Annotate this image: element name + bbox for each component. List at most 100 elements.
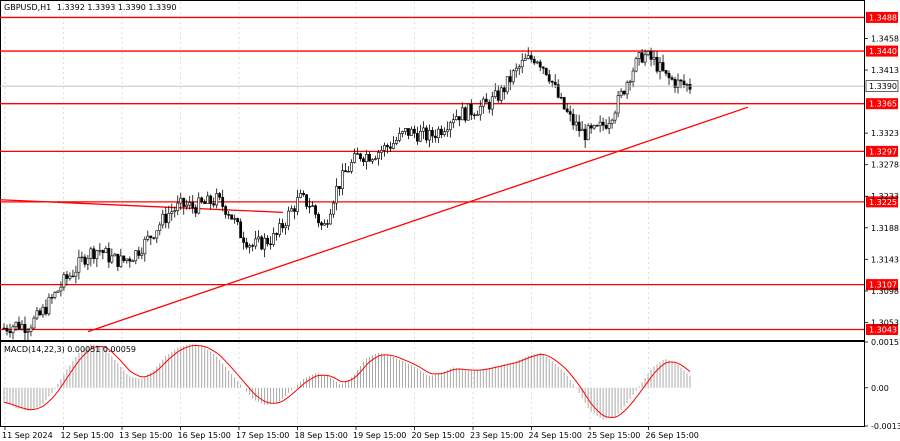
candle-body — [230, 214, 234, 220]
candle-body — [362, 158, 365, 163]
candle-body — [281, 223, 284, 229]
candle-body — [188, 202, 192, 206]
candle-body — [502, 87, 506, 93]
candle-body — [454, 116, 458, 121]
candle-body — [329, 213, 332, 225]
candle-body — [541, 66, 545, 69]
candle-body — [371, 159, 374, 162]
candle-body — [83, 256, 87, 265]
time-tick-label: 12 Sep 15:00 — [61, 431, 114, 440]
candle-body — [143, 239, 147, 255]
candle-body — [296, 197, 299, 212]
candle-body — [520, 60, 524, 68]
time-tick-label: 23 Sep 15:00 — [470, 431, 523, 440]
candle-body — [2, 327, 6, 330]
candle-body — [413, 128, 416, 134]
candle-body — [526, 55, 530, 59]
chart-title: GBPUSD,H1 1.3392 1.3393 1.3390 1.3390 — [4, 3, 176, 12]
candle-body — [514, 67, 518, 72]
candle-body — [682, 80, 686, 85]
price-tick-label: 1.3458 — [871, 34, 899, 43]
candle-body — [293, 208, 296, 212]
candle-body — [571, 113, 575, 126]
candle-body — [664, 70, 668, 74]
candle-body — [305, 194, 308, 207]
candles — [2, 47, 692, 341]
candle-body — [511, 70, 515, 83]
candle-body — [218, 193, 222, 198]
candle-body — [673, 79, 677, 88]
candle-body — [407, 128, 410, 136]
candle-body — [248, 245, 252, 248]
candle-body — [538, 61, 542, 68]
candle-body — [386, 145, 389, 148]
candle-body — [332, 202, 335, 215]
candle-body — [670, 77, 674, 80]
price-tick-label: 1.3053 — [871, 318, 899, 327]
time-tick-label: 13 Sep 15:00 — [119, 431, 172, 440]
candle-body — [604, 124, 608, 129]
candle-body — [550, 80, 554, 83]
level-label: 1.3440 — [869, 47, 897, 56]
candle-body — [460, 107, 464, 121]
candle-body — [377, 152, 380, 159]
candle-body — [410, 128, 413, 136]
current-price-label: 1.3390 — [869, 82, 897, 91]
time-tick-label: 24 Sep 15:00 — [529, 431, 582, 440]
candle-body — [299, 192, 302, 198]
candle-body — [610, 119, 614, 124]
candle-body — [41, 306, 45, 316]
candle-body — [20, 324, 24, 330]
candle-body — [577, 121, 581, 132]
candle-body — [242, 237, 246, 243]
candle-body — [65, 274, 69, 279]
candle-body — [269, 243, 273, 245]
candle-body — [463, 107, 467, 121]
candle-body — [475, 114, 479, 116]
candle-body — [323, 223, 326, 226]
candle-body — [601, 121, 605, 126]
candle-body — [116, 253, 120, 267]
candle-body — [170, 211, 174, 214]
candle-body — [284, 225, 287, 229]
candle-body — [197, 197, 201, 214]
level-label: 1.3365 — [869, 100, 897, 109]
candle-body — [206, 195, 210, 204]
candle-body — [688, 84, 692, 90]
candle-body — [311, 205, 314, 207]
candle-body — [383, 145, 386, 151]
price-tick-label: 1.3188 — [871, 224, 899, 233]
candle-body — [266, 237, 270, 245]
candle-body — [598, 121, 602, 126]
candle-body — [14, 321, 18, 328]
candle-body — [74, 271, 78, 277]
trend-line-ascending — [87, 106, 749, 333]
candle-body — [374, 158, 377, 160]
candle-body — [80, 256, 84, 259]
candle-body — [62, 274, 66, 288]
price-tick-label: 1.3233 — [871, 192, 899, 201]
candle-body — [26, 331, 30, 333]
macd-tick-label: 0.00157 — [871, 338, 900, 347]
candle-body — [628, 81, 632, 83]
candle-body — [625, 82, 629, 95]
candle-body — [287, 210, 290, 227]
candle-body — [395, 140, 398, 144]
candle-body — [421, 127, 425, 132]
candle-body — [508, 76, 512, 83]
macd-title: MACD(14,22,3) 0.00051 0.00059 — [4, 345, 136, 354]
candle-body — [77, 257, 81, 273]
level-label-bg — [866, 145, 898, 157]
candle-body — [335, 186, 338, 204]
candle-body — [212, 203, 216, 206]
candle-body — [47, 297, 51, 315]
candle-body — [478, 105, 482, 116]
candle-body — [29, 327, 33, 332]
candle-body — [634, 58, 638, 72]
candle-body — [50, 297, 54, 299]
candle-body — [176, 202, 180, 211]
candle-body — [203, 201, 207, 204]
level-label: 1.3107 — [869, 281, 897, 290]
candle-body — [137, 250, 141, 256]
